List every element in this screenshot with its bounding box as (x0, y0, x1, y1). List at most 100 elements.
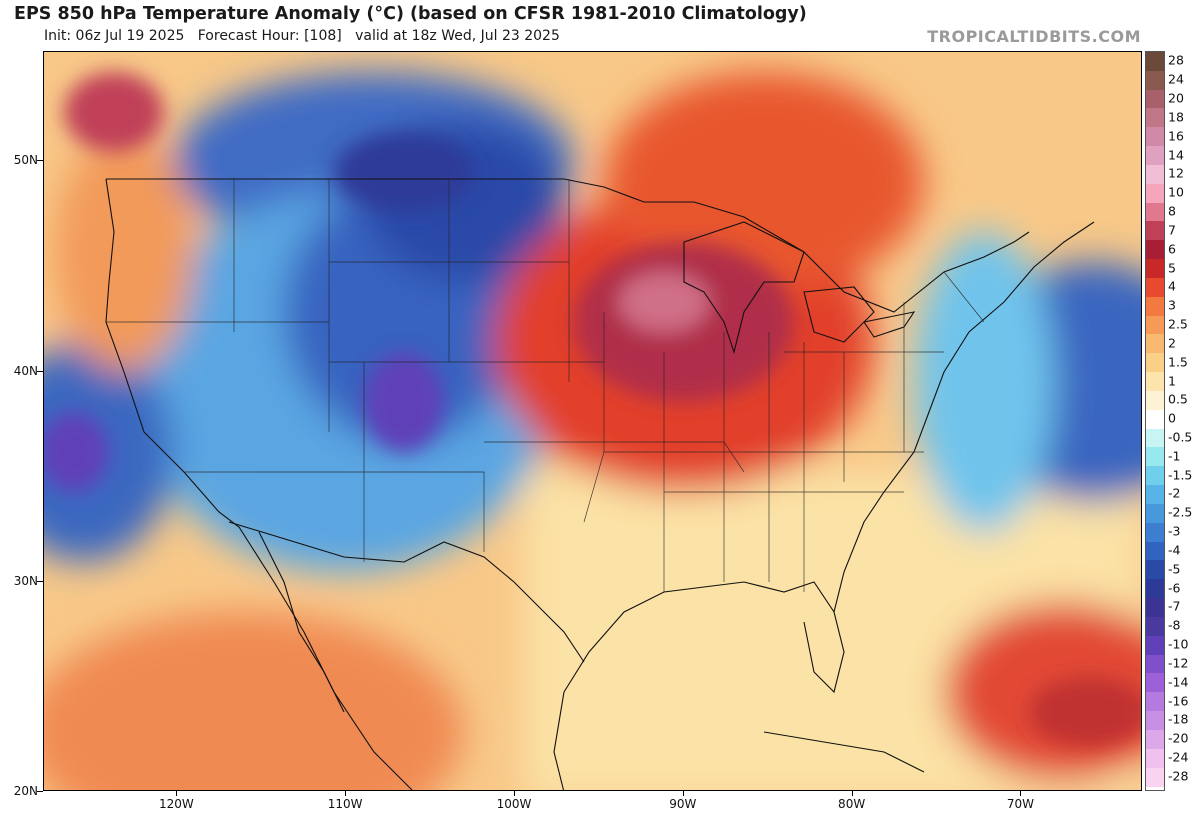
colorbar-label: -6 (1168, 580, 1181, 596)
field-pacific-warm (44, 612, 464, 790)
colorbar-segment (1146, 390, 1164, 411)
colorbar-segment (1146, 729, 1164, 750)
colorbar-label: 8 (1168, 203, 1176, 219)
colorbar-label: -1 (1168, 448, 1181, 464)
longitude-label: 90W (669, 797, 697, 811)
longitude-label: 80W (838, 797, 866, 811)
temperature-anomaly-map (43, 51, 1142, 791)
longitude-tick (176, 791, 178, 796)
longitude-tick (345, 791, 347, 796)
longitude-tick (1020, 791, 1022, 796)
colorbar-label: 6 (1168, 241, 1176, 257)
state-border (184, 471, 485, 552)
colorbar-label: 12 (1168, 165, 1184, 181)
longitude-tick (514, 791, 515, 796)
field-coast-cool (914, 232, 1054, 532)
latitude-tick (37, 580, 43, 582)
colorbar-label: -12 (1168, 655, 1189, 671)
colorbar-label: -4 (1168, 542, 1181, 558)
colorbar-label: -5 (1168, 561, 1181, 577)
colorbar-segment (1146, 127, 1164, 148)
colorbar-segment (1146, 277, 1164, 298)
colorbar-segment (1146, 598, 1164, 618)
field-nw-warm (54, 132, 194, 372)
field-core-cold (334, 132, 474, 212)
colorbar-segment (1146, 202, 1164, 223)
colorbar-segment (1146, 334, 1164, 355)
chart-title: EPS 850 hPa Temperature Anomaly (°C) (ba… (14, 4, 807, 24)
latitude-label: 20N (13, 784, 38, 798)
colorbar-segment (1146, 522, 1164, 543)
colorbar-segment (1146, 108, 1164, 129)
colorbar-label: -2 (1168, 485, 1181, 501)
brand-watermark: TROPICALTIDBITS.COM (927, 27, 1141, 46)
longitude-label: 100W (496, 797, 532, 811)
colorbar-label: 18 (1168, 109, 1184, 125)
colorbar-segment (1146, 503, 1164, 524)
colorbar-label: -20 (1168, 730, 1189, 746)
colorbar-segment (1146, 616, 1164, 637)
latitude-label: 40N (13, 363, 38, 378)
colorbar-segment (1146, 711, 1164, 731)
colorbar-segment (1146, 748, 1164, 769)
colorbar-label: 7 (1168, 222, 1176, 238)
colorbar-segment (1146, 579, 1164, 600)
mexico-gulf-coast (553, 691, 565, 790)
colorbar-segment (1146, 409, 1164, 430)
colorbar-segment (1146, 52, 1164, 72)
colorbar-segment (1146, 183, 1164, 204)
colorbar-label: 16 (1168, 128, 1184, 144)
colorbar-label: 24 (1168, 71, 1184, 87)
colorbar-label: 4 (1168, 278, 1176, 294)
colorbar-label: -0.5 (1168, 429, 1193, 445)
colorbar-segment (1146, 428, 1164, 449)
colorbar-segment (1146, 767, 1164, 788)
colorbar-label: 10 (1168, 184, 1184, 200)
latitude-label: 50N (13, 153, 38, 168)
colorbar-label: -3 (1168, 523, 1181, 539)
colorbar-label: 3 (1168, 297, 1176, 313)
longitude-label: 110W (327, 797, 363, 811)
colorbar-label: -1.5 (1168, 467, 1193, 483)
colorbar-segment (1146, 146, 1164, 166)
colorbar-segment (1146, 89, 1164, 110)
colorbar-segment (1146, 315, 1164, 336)
colorbar-segment (1146, 240, 1164, 261)
field-peak-hot (619, 272, 709, 332)
colorbar-label: 1 (1168, 373, 1176, 389)
state-borders (106, 179, 985, 592)
colorbar-label: 0.5 (1168, 391, 1188, 407)
colorbar-label: -10 (1168, 636, 1189, 652)
colorbar-label: -24 (1168, 749, 1189, 765)
colorbar-segment (1146, 654, 1164, 675)
field-pacific-core-cold (44, 412, 109, 492)
colorbar-segment (1146, 447, 1164, 468)
atlantic-coast (833, 221, 1095, 613)
longitude-tick (851, 791, 853, 796)
field-bc-hot (64, 72, 164, 152)
colorbar-segment (1146, 372, 1164, 392)
field-canada-hot (604, 72, 924, 292)
colorbar-label: 0 (1168, 410, 1176, 426)
colorbar-label: 20 (1168, 90, 1184, 106)
colorbar-label: -16 (1168, 693, 1189, 709)
colorbar-segment (1146, 353, 1164, 374)
field-colorado-cold (364, 352, 444, 452)
latitude-tick (37, 160, 43, 162)
colorbar-segment (1146, 466, 1164, 487)
longitude-tick (682, 791, 684, 796)
colorbar-segment (1146, 541, 1164, 562)
colorbar-label: -2.5 (1168, 504, 1193, 520)
latitude-tick (37, 370, 43, 372)
colorbar-segment (1146, 296, 1164, 317)
colorbar-label: 2.5 (1168, 316, 1188, 332)
colorbar-label: 14 (1168, 147, 1184, 163)
chart-subtitle: Init: 06z Jul 19 2025 Forecast Hour: [10… (44, 28, 560, 44)
colorbar-label: -14 (1168, 674, 1189, 690)
colorbar-label: 5 (1168, 260, 1176, 276)
colorbar-segment (1146, 560, 1164, 581)
anomaly-field (44, 52, 1141, 790)
gulf-coast (563, 581, 845, 694)
colorbar-label: -7 (1168, 598, 1181, 614)
longitude-label: 120W (158, 797, 194, 811)
